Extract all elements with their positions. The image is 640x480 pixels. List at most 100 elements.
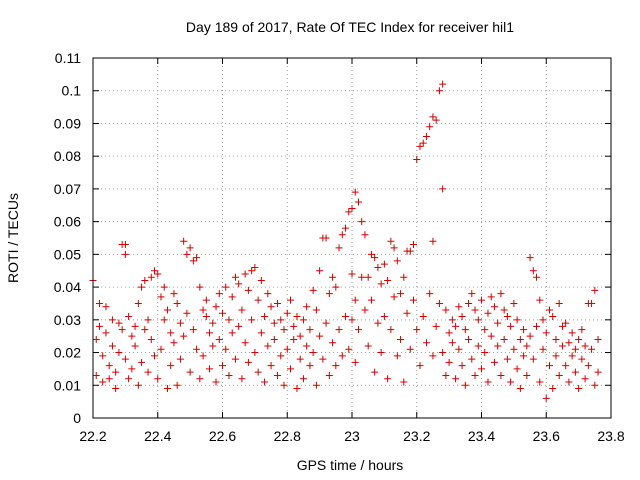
data-point	[267, 362, 275, 370]
data-point	[296, 332, 304, 340]
data-point	[241, 270, 249, 278]
data-point	[413, 155, 421, 163]
data-point	[584, 362, 592, 370]
data-point	[170, 290, 178, 298]
data-point	[329, 273, 337, 281]
data-point	[539, 345, 547, 353]
data-point	[371, 254, 379, 262]
data-point	[416, 362, 424, 370]
data-point	[413, 326, 421, 334]
data-point	[244, 286, 252, 294]
data-point	[283, 345, 291, 353]
y-tick-label: 0.09	[54, 115, 81, 131]
data-point	[108, 316, 116, 324]
data-point	[167, 329, 175, 337]
data-point	[397, 335, 405, 343]
data-point	[348, 270, 356, 278]
data-point	[196, 375, 204, 383]
data-point	[251, 263, 259, 271]
data-point	[439, 185, 447, 193]
data-point	[419, 139, 427, 147]
data-point	[484, 378, 492, 386]
y-tick-label: 0.1	[62, 83, 82, 99]
data-point	[348, 205, 356, 213]
data-point	[429, 113, 437, 121]
data-point	[92, 335, 100, 343]
data-point	[393, 352, 401, 360]
data-point	[371, 368, 379, 376]
data-point	[490, 358, 498, 366]
data-point	[439, 80, 447, 88]
data-point	[406, 345, 414, 353]
y-tick-label: 0.04	[54, 279, 81, 295]
x-tick-label: 22.8	[274, 428, 301, 444]
data-point	[138, 283, 146, 291]
data-point	[206, 365, 214, 373]
data-point	[400, 273, 408, 281]
data-point	[212, 378, 220, 386]
data-point	[212, 303, 220, 311]
data-point	[231, 355, 239, 363]
data-point	[364, 342, 372, 350]
data-point	[478, 296, 485, 304]
data-point	[222, 345, 230, 353]
data-point	[193, 254, 201, 262]
data-point	[306, 362, 314, 370]
data-point	[416, 142, 424, 150]
data-point	[575, 335, 583, 343]
data-point	[118, 326, 126, 334]
data-point	[465, 299, 473, 307]
data-point	[439, 349, 447, 357]
data-point	[312, 381, 320, 389]
data-point	[261, 378, 269, 386]
data-point	[108, 342, 116, 350]
data-point	[144, 316, 152, 324]
data-point	[345, 208, 353, 216]
data-point	[173, 299, 181, 307]
data-point	[248, 316, 256, 324]
data-point	[455, 345, 463, 353]
data-point	[351, 188, 359, 196]
data-point	[526, 332, 534, 340]
data-point	[180, 237, 188, 245]
data-point	[338, 231, 346, 239]
data-point	[455, 303, 463, 311]
data-point	[448, 316, 456, 324]
data-point	[562, 362, 570, 370]
data-point	[578, 355, 586, 363]
data-point	[290, 322, 298, 330]
data-point	[555, 299, 563, 307]
chart-title: Day 189 of 2017, Rate Of TEC Index for r…	[186, 19, 514, 35]
data-point	[565, 339, 573, 347]
data-point	[503, 313, 511, 321]
data-point	[329, 339, 337, 347]
data-point	[384, 375, 392, 383]
data-point	[367, 250, 375, 258]
data-point	[374, 263, 382, 271]
data-point	[261, 313, 269, 321]
data-point	[147, 335, 155, 343]
data-point	[542, 394, 550, 402]
data-point	[387, 326, 395, 334]
data-point	[529, 355, 537, 363]
x-tick-label: 23.4	[468, 428, 495, 444]
data-point	[335, 326, 343, 334]
data-point	[510, 345, 518, 353]
data-point	[513, 365, 521, 373]
data-point	[115, 349, 123, 357]
y-tick-label: 0.08	[54, 148, 81, 164]
data-point	[342, 224, 350, 232]
data-point	[397, 290, 405, 298]
data-point	[494, 342, 502, 350]
x-tick-label: 22.4	[144, 428, 171, 444]
data-point	[186, 244, 194, 252]
data-point	[358, 218, 366, 226]
y-tick-label: 0.05	[54, 246, 81, 262]
data-point	[354, 198, 362, 206]
data-point	[283, 309, 291, 317]
data-point	[335, 244, 343, 252]
data-point	[562, 319, 570, 327]
data-point	[99, 378, 107, 386]
data-point	[319, 355, 327, 363]
y-tick-labels: 0 0.01 0.02 0.03 0.04 0.05 0.06 0.07 0.08 0.09 0.1…	[54, 50, 81, 426]
